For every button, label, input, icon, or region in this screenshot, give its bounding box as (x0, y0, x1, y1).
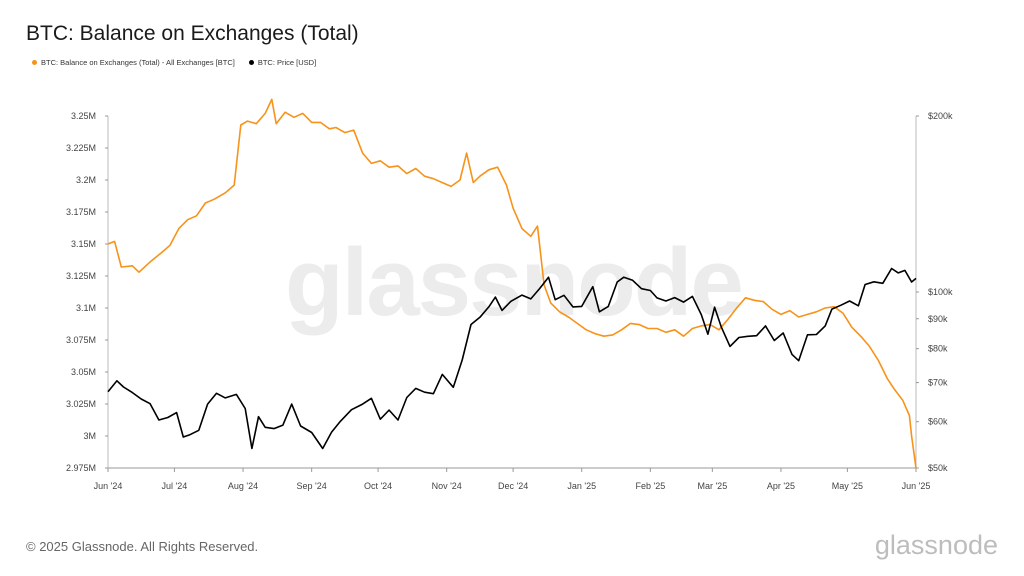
left-tick-label: 3.125M (66, 271, 96, 281)
x-tick-label: Feb '25 (635, 481, 665, 491)
x-tick-label: Jul '24 (162, 481, 188, 491)
left-tick-label: 3M (83, 431, 96, 441)
x-tick-label: Apr '25 (767, 481, 795, 491)
brand-logo: glassnode (874, 530, 998, 560)
legend: BTC: Balance on Exchanges (Total) - All … (32, 58, 316, 67)
legend-label-price: BTC: Price [USD] (257, 58, 317, 67)
left-tick-label: 3.15M (71, 239, 96, 249)
x-tick-label: May '25 (832, 481, 863, 491)
left-tick-label: 3.175M (66, 207, 96, 217)
x-tick-label: Mar '25 (697, 481, 727, 491)
x-tick-label: Jun '24 (94, 481, 123, 491)
left-tick-label: 3.075M (66, 335, 96, 345)
legend-label-balance: BTC: Balance on Exchanges (Total) - All … (41, 58, 235, 67)
copyright-footer: © 2025 Glassnode. All Rights Reserved. (26, 539, 259, 554)
left-tick-label: 3.2M (76, 175, 96, 185)
x-tick-label: Oct '24 (364, 481, 392, 491)
legend-swatch-balance (32, 60, 37, 65)
left-tick-label: 3.1M (76, 303, 96, 313)
right-tick-label: $100k (928, 287, 953, 297)
right-tick-label: $70k (928, 378, 948, 388)
left-tick-label: 3.25M (71, 111, 96, 121)
x-tick-label: Sep '24 (297, 481, 327, 491)
price-series-line (107, 267, 917, 450)
right-tick-label: $50k (928, 463, 948, 473)
legend-item-balance[interactable]: BTC: Balance on Exchanges (Total) - All … (32, 58, 235, 67)
right-tick-label: $60k (928, 417, 948, 427)
x-tick-label: Jan '25 (567, 481, 596, 491)
chart-title: BTC: Balance on Exchanges (Total) (26, 22, 359, 45)
x-tick-label: Nov '24 (432, 481, 462, 491)
legend-item-price[interactable]: BTC: Price [USD] (248, 58, 317, 67)
x-tick-label: Dec '24 (498, 481, 528, 491)
left-tick-label: 2.975M (66, 463, 96, 473)
x-tick-label: Jun '25 (902, 481, 931, 491)
right-tick-label: $90k (928, 314, 948, 324)
left-tick-label: 3.025M (66, 399, 96, 409)
legend-swatch-price (248, 60, 254, 65)
left-tick-label: 3.225M (66, 143, 96, 153)
x-tick-label: Aug '24 (228, 481, 258, 491)
watermark: glassnode (285, 229, 744, 336)
balance-series-line (107, 98, 917, 469)
right-tick-label: $80k (928, 344, 948, 354)
left-tick-label: 3.05M (71, 367, 96, 377)
right-tick-label: $200k (928, 111, 953, 121)
